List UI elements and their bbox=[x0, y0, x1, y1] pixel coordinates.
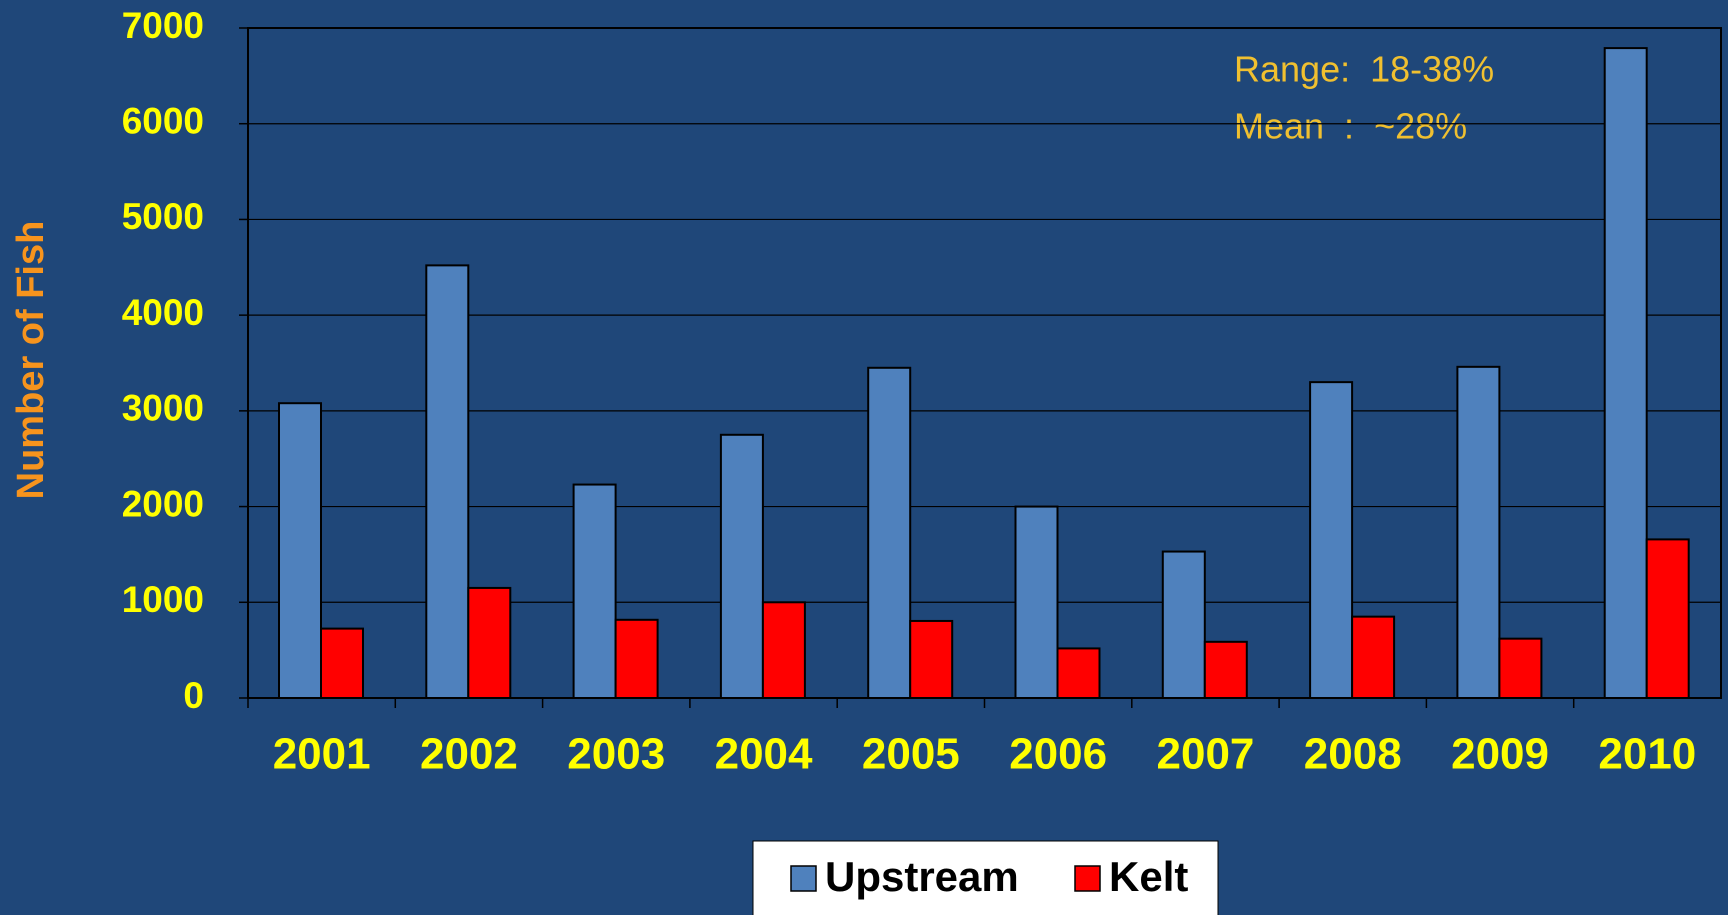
bar bbox=[1161, 550, 1206, 699]
bar bbox=[1014, 505, 1059, 700]
bar bbox=[1645, 538, 1690, 699]
bar bbox=[1203, 640, 1248, 700]
legend-swatch bbox=[1074, 865, 1101, 892]
x-tick-label: 2006 bbox=[1009, 730, 1107, 779]
bar bbox=[572, 483, 617, 699]
bar bbox=[761, 601, 806, 699]
bar bbox=[278, 402, 322, 699]
x-tick-label: 2008 bbox=[1304, 730, 1402, 779]
bar bbox=[1498, 637, 1543, 700]
x-tick-label: 2003 bbox=[567, 730, 665, 779]
x-tick-label: 2010 bbox=[1598, 730, 1696, 779]
annotation: Mean : ~28% bbox=[1234, 106, 1467, 147]
x-tick-label: 2002 bbox=[420, 730, 518, 779]
bar bbox=[1603, 47, 1648, 700]
bar bbox=[909, 619, 954, 700]
y-tick-label: 6000 bbox=[122, 100, 204, 141]
bar bbox=[1056, 647, 1101, 699]
bar bbox=[614, 618, 659, 700]
y-tick-label: 7000 bbox=[122, 5, 204, 46]
bar bbox=[867, 366, 912, 699]
bar bbox=[1309, 381, 1354, 699]
annotation: Range: 18-38% bbox=[1234, 49, 1494, 90]
x-tick-label: 2005 bbox=[862, 730, 960, 779]
y-tick-label: 4000 bbox=[122, 292, 204, 333]
y-tick-label: 3000 bbox=[122, 388, 204, 429]
bar bbox=[320, 627, 364, 699]
y-tick-label: 5000 bbox=[122, 196, 204, 237]
legend bbox=[752, 840, 1219, 915]
x-tick-label: 2001 bbox=[273, 730, 371, 779]
x-tick-label: 2007 bbox=[1157, 730, 1255, 779]
x-tick-label: 2004 bbox=[715, 730, 813, 779]
bar bbox=[1456, 365, 1501, 699]
legend-label: Kelt bbox=[1109, 853, 1188, 900]
legend-label: Upstream bbox=[825, 853, 1019, 900]
y-tick-label: 1000 bbox=[122, 579, 204, 620]
x-tick-label: 2009 bbox=[1451, 730, 1549, 779]
y-tick-label: 0 bbox=[183, 675, 204, 716]
bar bbox=[467, 586, 512, 700]
bar bbox=[1351, 615, 1396, 700]
bar bbox=[719, 433, 764, 699]
bar bbox=[425, 264, 470, 699]
y-axis-title: Number of Fish bbox=[10, 221, 52, 500]
y-tick-label: 2000 bbox=[122, 483, 204, 524]
legend-swatch bbox=[790, 865, 817, 892]
